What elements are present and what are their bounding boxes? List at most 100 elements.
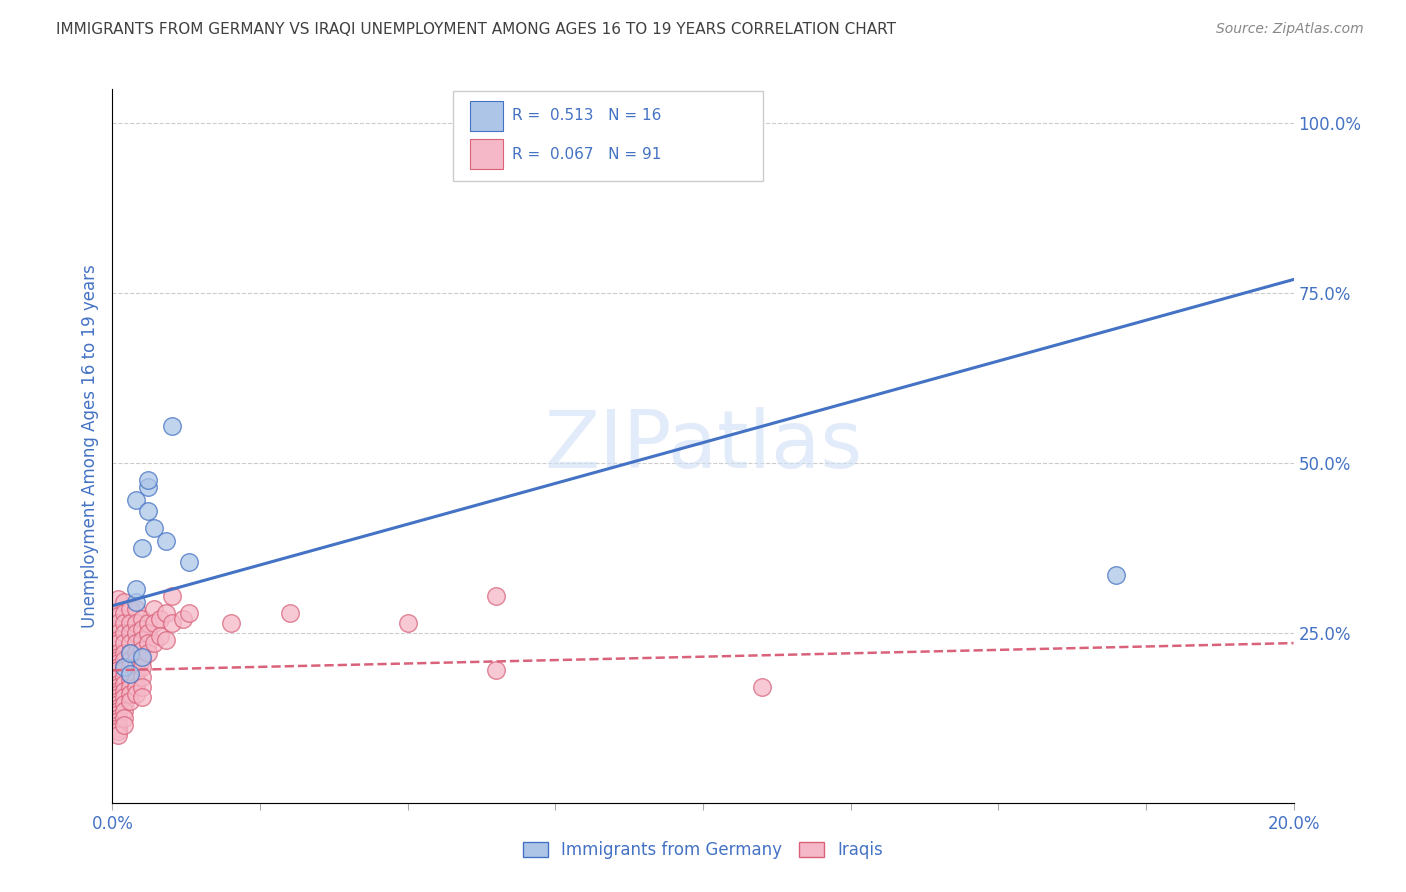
Point: [120, 646, 142, 660]
Point: [131, 660, 153, 674]
Point: [112, 677, 135, 691]
Point: [131, 541, 153, 555]
Point: [160, 418, 183, 433]
Text: R =  0.513   N = 16: R = 0.513 N = 16: [512, 109, 661, 123]
Point: [142, 615, 165, 630]
Point: [136, 480, 159, 494]
Point: [131, 643, 153, 657]
Point: [120, 636, 142, 650]
Point: [107, 608, 129, 623]
Point: [160, 615, 183, 630]
Point: [155, 606, 177, 620]
Text: Source: ZipAtlas.com: Source: ZipAtlas.com: [1216, 22, 1364, 37]
Text: IMMIGRANTS FROM GERMANY VS IRAQI UNEMPLOYMENT AMONG AGES 16 TO 19 YEARS CORRELAT: IMMIGRANTS FROM GERMANY VS IRAQI UNEMPLO…: [56, 22, 896, 37]
Point: [107, 632, 129, 647]
Point: [142, 520, 165, 534]
Point: [179, 555, 201, 569]
Point: [125, 615, 148, 630]
Point: [120, 680, 142, 694]
Point: [107, 687, 129, 701]
Point: [107, 649, 129, 664]
Point: [112, 683, 135, 698]
Point: [107, 636, 129, 650]
Point: [172, 612, 194, 626]
Point: [107, 700, 129, 714]
Point: [112, 595, 135, 609]
Point: [125, 673, 148, 688]
Point: [112, 660, 135, 674]
Point: [219, 615, 242, 630]
Point: [125, 626, 148, 640]
Point: [107, 721, 129, 735]
Point: [125, 595, 148, 609]
Point: [751, 680, 773, 694]
Point: [278, 606, 301, 620]
Point: [112, 717, 135, 731]
Point: [112, 626, 135, 640]
Point: [112, 704, 135, 718]
Point: [136, 473, 159, 487]
Point: [149, 612, 172, 626]
Point: [125, 636, 148, 650]
Point: [131, 690, 153, 705]
Point: [131, 670, 153, 684]
Point: [1105, 568, 1128, 582]
Point: [136, 626, 159, 640]
Point: [160, 589, 183, 603]
Point: [107, 707, 129, 722]
Point: [485, 663, 508, 677]
Point: [136, 636, 159, 650]
Point: [125, 687, 148, 701]
Point: [112, 615, 135, 630]
Point: [107, 606, 129, 620]
Point: [107, 646, 129, 660]
Point: [107, 615, 129, 630]
Point: [120, 626, 142, 640]
Point: [142, 636, 165, 650]
Text: ZIPatlas: ZIPatlas: [544, 407, 862, 485]
Point: [107, 680, 129, 694]
Legend: Immigrants from Germany, Iraqis: Immigrants from Germany, Iraqis: [516, 835, 890, 866]
Point: [112, 636, 135, 650]
Point: [142, 602, 165, 616]
Point: [120, 602, 142, 616]
Point: [112, 606, 135, 620]
Point: [107, 714, 129, 729]
Point: [112, 653, 135, 667]
Point: [131, 680, 153, 694]
Point: [155, 632, 177, 647]
Point: [125, 666, 148, 681]
Point: [179, 606, 201, 620]
Point: [107, 660, 129, 674]
Point: [107, 626, 129, 640]
Point: [136, 503, 159, 517]
Point: [112, 698, 135, 712]
Point: [107, 728, 129, 742]
Point: [136, 615, 159, 630]
Point: [120, 666, 142, 681]
Point: [149, 629, 172, 643]
Point: [120, 660, 142, 674]
Point: [107, 698, 129, 712]
Point: [112, 660, 135, 674]
Point: [120, 687, 142, 701]
Point: [125, 493, 148, 508]
Point: [107, 694, 129, 708]
Point: [120, 666, 142, 681]
Point: [107, 704, 129, 718]
Point: [125, 602, 148, 616]
Point: [125, 646, 148, 660]
Point: [120, 615, 142, 630]
Point: [107, 663, 129, 677]
Point: [107, 591, 129, 606]
Point: [396, 615, 419, 630]
Point: [107, 683, 129, 698]
Point: [112, 663, 135, 677]
Point: [107, 690, 129, 705]
Point: [131, 612, 153, 626]
Point: [112, 670, 135, 684]
Point: [131, 653, 153, 667]
Point: [131, 649, 153, 664]
Point: [155, 534, 177, 549]
Point: [120, 694, 142, 708]
